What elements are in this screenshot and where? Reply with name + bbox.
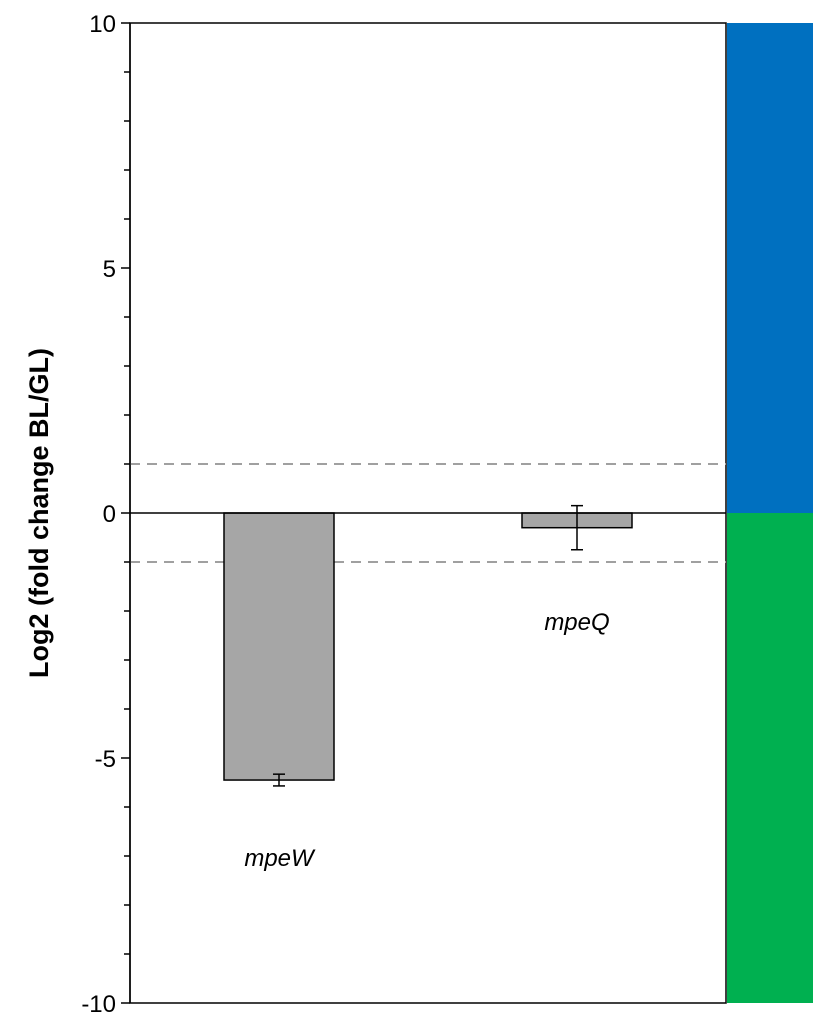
- side-bands: [727, 23, 813, 1003]
- category-label-mpeW: mpeW: [244, 845, 316, 872]
- bar-mpeW: [223, 512, 335, 781]
- category-label-mpeQ: mpeQ: [544, 609, 609, 636]
- side-band-downregulated: [727, 513, 813, 1003]
- threshold-lines: [130, 463, 726, 563]
- y-axis: 10 5 0 -5 -10: [81, 11, 131, 1018]
- y-axis-title: Log2 (fold change BL/GL): [24, 348, 54, 678]
- side-band-upregulated: [727, 23, 813, 513]
- y-tick-label: -5: [95, 746, 116, 773]
- y-tick-label: 10: [89, 11, 116, 38]
- category-labels: mpeW mpeQ: [244, 609, 609, 872]
- y-tick-label: 5: [103, 256, 116, 283]
- y-tick-label: -10: [81, 991, 116, 1018]
- y-tick-label: 0: [103, 501, 116, 528]
- error-bars: [273, 504, 583, 787]
